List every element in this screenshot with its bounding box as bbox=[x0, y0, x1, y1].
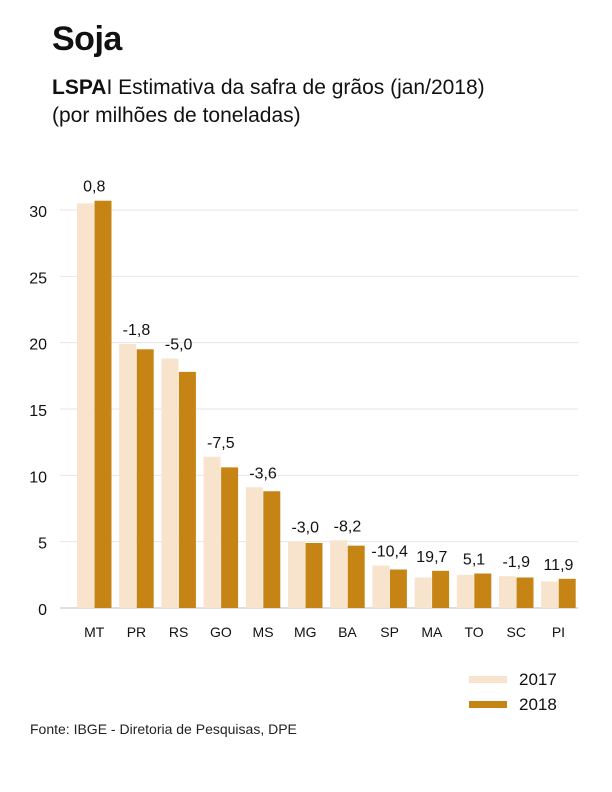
bar-2018 bbox=[94, 200, 112, 609]
x-tick-label: MS bbox=[253, 624, 274, 640]
chart-title: Soja bbox=[52, 20, 122, 58]
bar-2018 bbox=[389, 569, 407, 608]
bar-2018 bbox=[178, 371, 196, 608]
change-label: -3,6 bbox=[249, 465, 277, 482]
bar-2018 bbox=[136, 349, 154, 608]
x-tick-label: MG bbox=[294, 624, 317, 640]
x-tick-label: PR bbox=[127, 624, 146, 640]
bar-2017 bbox=[245, 487, 263, 608]
change-label: -8,2 bbox=[334, 518, 362, 535]
bar-2018 bbox=[474, 573, 492, 608]
change-label: -5,0 bbox=[165, 337, 193, 354]
bar-2018 bbox=[432, 570, 450, 608]
chart-subtitle: LSPAI Estimativa da safra de grãos (jan/… bbox=[52, 74, 485, 130]
bar-2018 bbox=[347, 545, 365, 608]
bar-2017 bbox=[288, 541, 305, 608]
bar-2017 bbox=[372, 565, 390, 608]
bar-2017 bbox=[499, 576, 516, 608]
change-label: 11,9 bbox=[543, 557, 573, 574]
legend-swatch-2017 bbox=[469, 676, 507, 683]
source-note: Fonte: IBGE - Diretoria de Pesquisas, DP… bbox=[30, 721, 297, 737]
change-label: -1,8 bbox=[123, 322, 151, 339]
change-label: 19,7 bbox=[416, 549, 447, 566]
bar-2018 bbox=[263, 491, 281, 608]
legend-label: 2017 bbox=[519, 670, 557, 689]
subtitle-rest: I Estimativa da safra de grãos (jan/2018… bbox=[106, 76, 485, 99]
bar-2017 bbox=[161, 358, 179, 608]
change-label: -7,5 bbox=[207, 435, 235, 452]
bar-2018 bbox=[516, 577, 534, 608]
x-tick-label: PI bbox=[552, 624, 565, 640]
y-tick-label: 10 bbox=[29, 469, 47, 486]
legend-label: 2018 bbox=[519, 695, 557, 714]
bar-2018 bbox=[305, 542, 323, 608]
x-tick-label: RS bbox=[169, 624, 188, 640]
bar-2017 bbox=[541, 581, 559, 608]
x-tick-label: MA bbox=[421, 624, 443, 640]
x-tick-label: GO bbox=[210, 624, 232, 640]
change-label: 5,1 bbox=[463, 552, 485, 569]
x-tick-label: SC bbox=[507, 624, 526, 640]
y-tick-label: 20 bbox=[29, 337, 47, 354]
x-tick-label: BA bbox=[338, 624, 357, 640]
y-tick-label: 15 bbox=[29, 403, 47, 420]
bar-2017 bbox=[330, 540, 348, 608]
bar-2018 bbox=[221, 467, 239, 608]
x-tick-label: TO bbox=[464, 624, 483, 640]
y-tick-label: 30 bbox=[29, 204, 47, 221]
change-label: 0,8 bbox=[83, 179, 105, 196]
subtitle-bold: LSPA bbox=[52, 76, 107, 99]
legend-swatch-2018 bbox=[469, 701, 507, 708]
bar-2017 bbox=[456, 574, 474, 608]
bar-2017 bbox=[77, 203, 94, 608]
x-tick-label: MT bbox=[84, 624, 105, 640]
y-tick-label: 25 bbox=[29, 270, 47, 287]
bar-2017 bbox=[414, 577, 432, 608]
bar-2017 bbox=[203, 456, 221, 608]
change-label: -10,4 bbox=[371, 544, 408, 561]
bar-2017 bbox=[119, 343, 137, 608]
change-label: -1,9 bbox=[502, 554, 530, 571]
x-tick-label: SP bbox=[380, 624, 399, 640]
subtitle-unit: (por milhões de toneladas) bbox=[52, 104, 301, 127]
y-tick-label: 5 bbox=[38, 536, 47, 553]
bar-2018 bbox=[558, 578, 576, 608]
change-label: -3,0 bbox=[291, 520, 319, 537]
y-tick-label: 0 bbox=[38, 602, 47, 619]
